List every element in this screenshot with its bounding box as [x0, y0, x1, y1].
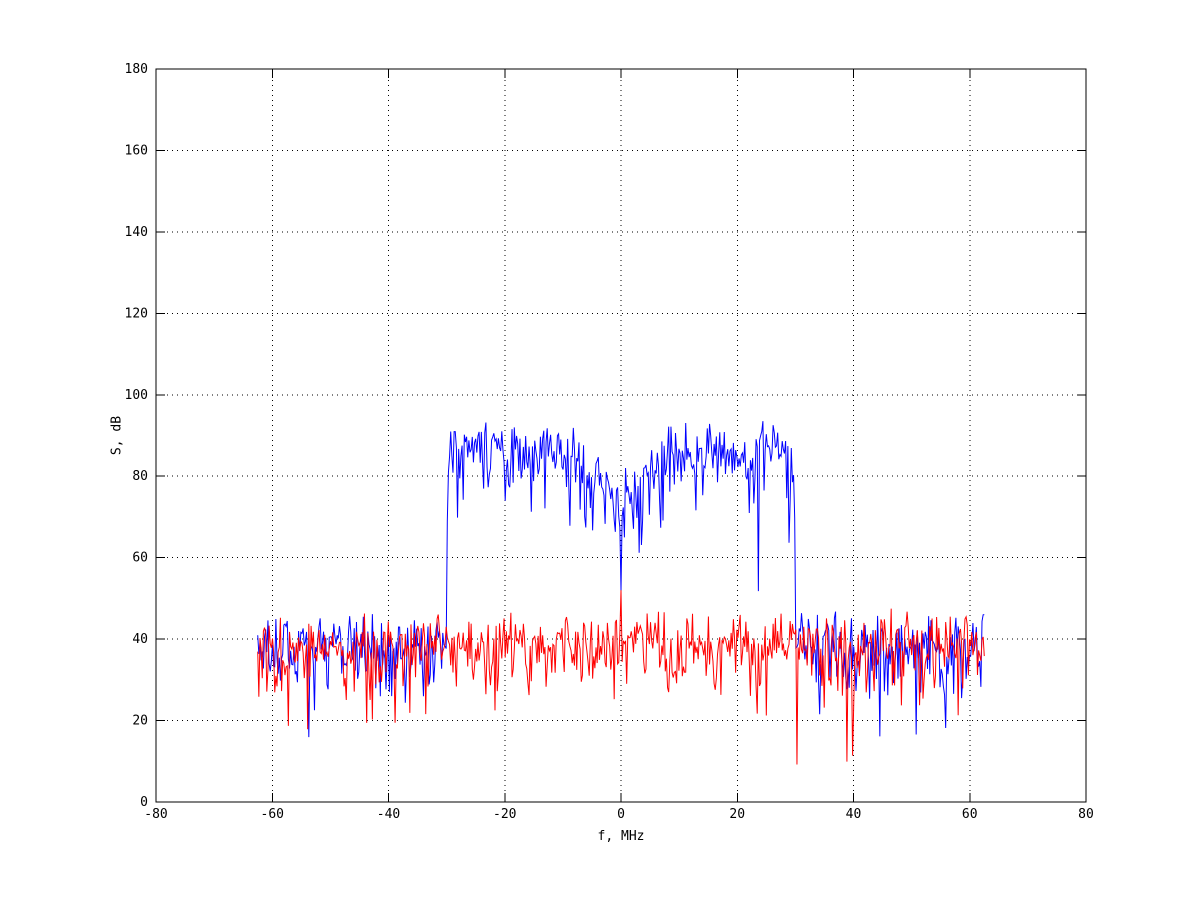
x-tick-label: -20 [493, 807, 516, 822]
noise-floor-spectrum-line [257, 590, 985, 765]
y-tick-label: 20 [132, 714, 148, 729]
x-tick-label: 80 [1078, 807, 1094, 822]
y-axis-title: S, dB [109, 415, 125, 456]
x-tick-label: 60 [962, 807, 978, 822]
y-tick-label: 120 [125, 306, 148, 321]
y-tick-label: 180 [125, 62, 148, 77]
x-tick-label: -80 [144, 807, 167, 822]
y-tick-label: 80 [132, 469, 148, 484]
y-tick-label: 60 [132, 551, 148, 566]
y-tick-label: 40 [132, 632, 148, 647]
y-tick-label: 0 [140, 795, 148, 810]
y-tick-label: 160 [125, 143, 148, 158]
x-tick-label: -60 [261, 807, 284, 822]
x-tick-label: -40 [377, 807, 400, 822]
x-tick-label: 20 [729, 807, 745, 822]
x-tick-label: 0 [617, 807, 625, 822]
x-axis-title: f, MHz [597, 829, 645, 844]
y-tick-label: 140 [125, 225, 148, 240]
x-tick-label: 40 [846, 807, 862, 822]
y-tick-label: 100 [125, 388, 148, 403]
